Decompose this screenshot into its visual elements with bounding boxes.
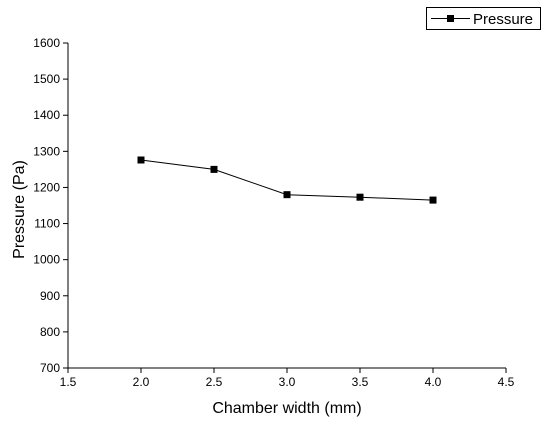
y-tick-label: 1600 bbox=[33, 36, 60, 50]
y-tick-label: 1200 bbox=[33, 180, 60, 194]
y-axis-title: Pressure (Pa) bbox=[11, 160, 28, 259]
y-tick-label: 1500 bbox=[33, 72, 60, 86]
data-point-square bbox=[137, 156, 145, 164]
data-point-square bbox=[210, 165, 218, 173]
plot-area: 1.5 2.0 2.5 3.0 3.5 4.0 4.5 700 800 900 1000 1100 1… bbox=[33, 36, 514, 389]
y-tick-label: 1400 bbox=[33, 108, 60, 122]
legend-square-marker-icon bbox=[447, 15, 454, 22]
y-tick-label: 900 bbox=[40, 289, 60, 303]
x-axis-title: Chamber width (mm) bbox=[212, 400, 361, 417]
x-tick-label: 4.5 bbox=[498, 375, 515, 389]
x-tick-label: 3.5 bbox=[352, 375, 369, 389]
y-tick-label: 700 bbox=[40, 361, 60, 375]
x-axis-ticks: 1.5 2.0 2.5 3.0 3.5 4.0 4.5 bbox=[60, 368, 515, 389]
x-tick-label: 3.0 bbox=[279, 375, 296, 389]
y-tick-label: 1100 bbox=[34, 217, 60, 231]
x-tick-label: 1.5 bbox=[60, 375, 77, 389]
legend: Pressure bbox=[426, 7, 541, 30]
x-tick-label: 2.0 bbox=[133, 375, 150, 389]
y-axis-ticks: 700 800 900 1000 1100 1200 1300 1400 1500 1600 bbox=[33, 36, 68, 375]
y-tick-label: 1000 bbox=[33, 253, 60, 267]
series-layer bbox=[137, 156, 437, 204]
data-point-square bbox=[429, 196, 437, 204]
y-tick-label: 800 bbox=[40, 325, 60, 339]
x-tick-label: 4.0 bbox=[425, 375, 442, 389]
legend-box bbox=[426, 7, 541, 30]
data-point-square bbox=[283, 191, 291, 199]
y-tick-label: 1300 bbox=[33, 144, 60, 158]
legend-label-pressure: Pressure bbox=[473, 11, 533, 28]
data-point-square bbox=[356, 193, 364, 201]
x-tick-label: 2.5 bbox=[206, 375, 223, 389]
